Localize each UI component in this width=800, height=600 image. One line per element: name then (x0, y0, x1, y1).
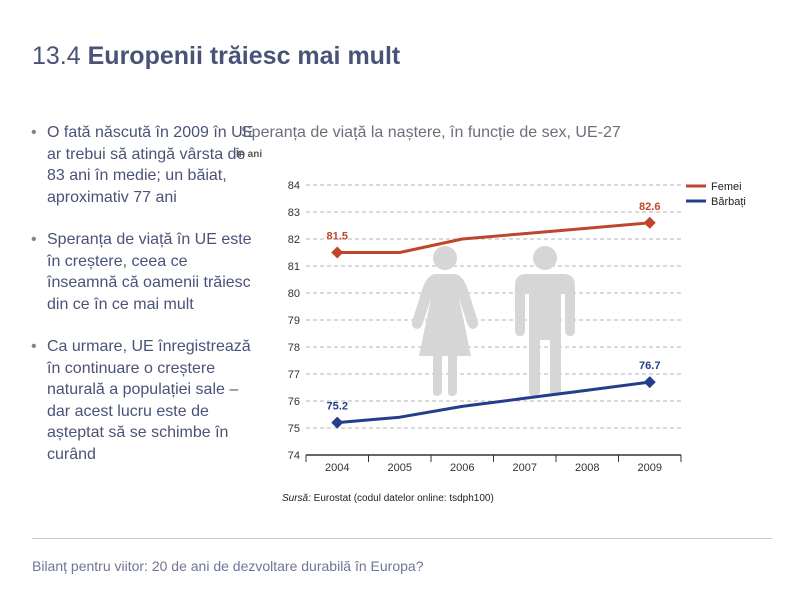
y-tick-label: 80 (288, 288, 300, 300)
y-tick-label: 75 (288, 423, 300, 435)
data-label: 82.6 (639, 201, 660, 213)
bullet-dot: • (31, 338, 37, 355)
bullet-item: • Ca urmare, UE înregistrează în continua… (30, 336, 262, 465)
woman-figure-icon (411, 246, 479, 396)
bullet-dot: • (31, 231, 37, 248)
series-line (337, 221, 650, 254)
x-tick-label: 2009 (638, 462, 662, 474)
bullet-list: • O fată născută în 2009 în UE ar trebui … (30, 122, 262, 486)
y-tick-label: 78 (288, 342, 300, 354)
x-tick-label: 2004 (325, 462, 349, 474)
bullet-text: O fată născută în 2009 în UE ar trebui s… (47, 124, 254, 206)
data-label: 75.2 (327, 401, 348, 413)
y-tick-label: 84 (288, 180, 300, 192)
x-tick-label: 2006 (450, 462, 474, 474)
chart-source: Sursă: Eurostat (codul datelor online: t… (282, 493, 494, 504)
data-point-marker (331, 246, 344, 259)
x-tick-label: 2008 (575, 462, 599, 474)
data-label: 81.5 (327, 231, 348, 243)
footer-text: Bilanț pentru viitor: 20 de ani de dezvo… (32, 558, 424, 574)
bullet-item: • O fată născută în 2009 în UE ar trebui … (30, 122, 262, 208)
series-line (337, 380, 650, 425)
slide-heading: Europenii trăiesc mai mult (87, 42, 401, 70)
data-point-marker (331, 416, 344, 429)
chart-title: Speranța de viață la naștere, în funcție… (241, 124, 621, 141)
data-label: 76.7 (639, 360, 660, 372)
man-figure-icon (515, 246, 575, 396)
bullet-item: • Speranța de viață în UE este în creșter… (30, 229, 262, 315)
bullet-text: Speranța de viață în UE este în creștere… (47, 231, 252, 313)
y-tick-label: 77 (288, 369, 300, 381)
y-tick-label: 79 (288, 315, 300, 327)
y-tick-label: 82 (288, 234, 300, 246)
data-point-marker (643, 216, 656, 229)
source-label: Sursă: (282, 493, 311, 504)
legend-label: Bărbați (711, 196, 746, 208)
data-point-marker (643, 376, 656, 389)
source-text: Eurostat (codul datelor online: tsdph100… (310, 493, 494, 504)
bullet-text: Ca urmare, UE înregistrează în continuar… (47, 338, 251, 463)
bullet-dot: • (31, 124, 37, 141)
y-tick-label: 83 (288, 207, 300, 219)
y-tick-label: 81 (288, 261, 300, 273)
y-tick-label: 74 (288, 450, 300, 462)
chart-unit-label: În ani (236, 149, 263, 160)
x-tick-label: 2005 (388, 462, 412, 474)
footer-divider (32, 538, 772, 539)
y-tick-label: 76 (288, 396, 300, 408)
x-tick-label: 2007 (513, 462, 537, 474)
legend-label: Femei (711, 181, 742, 193)
slide-number: 13.4 (32, 42, 81, 70)
slide-title: 13.4 Europenii trăiesc mai mult (32, 42, 400, 71)
